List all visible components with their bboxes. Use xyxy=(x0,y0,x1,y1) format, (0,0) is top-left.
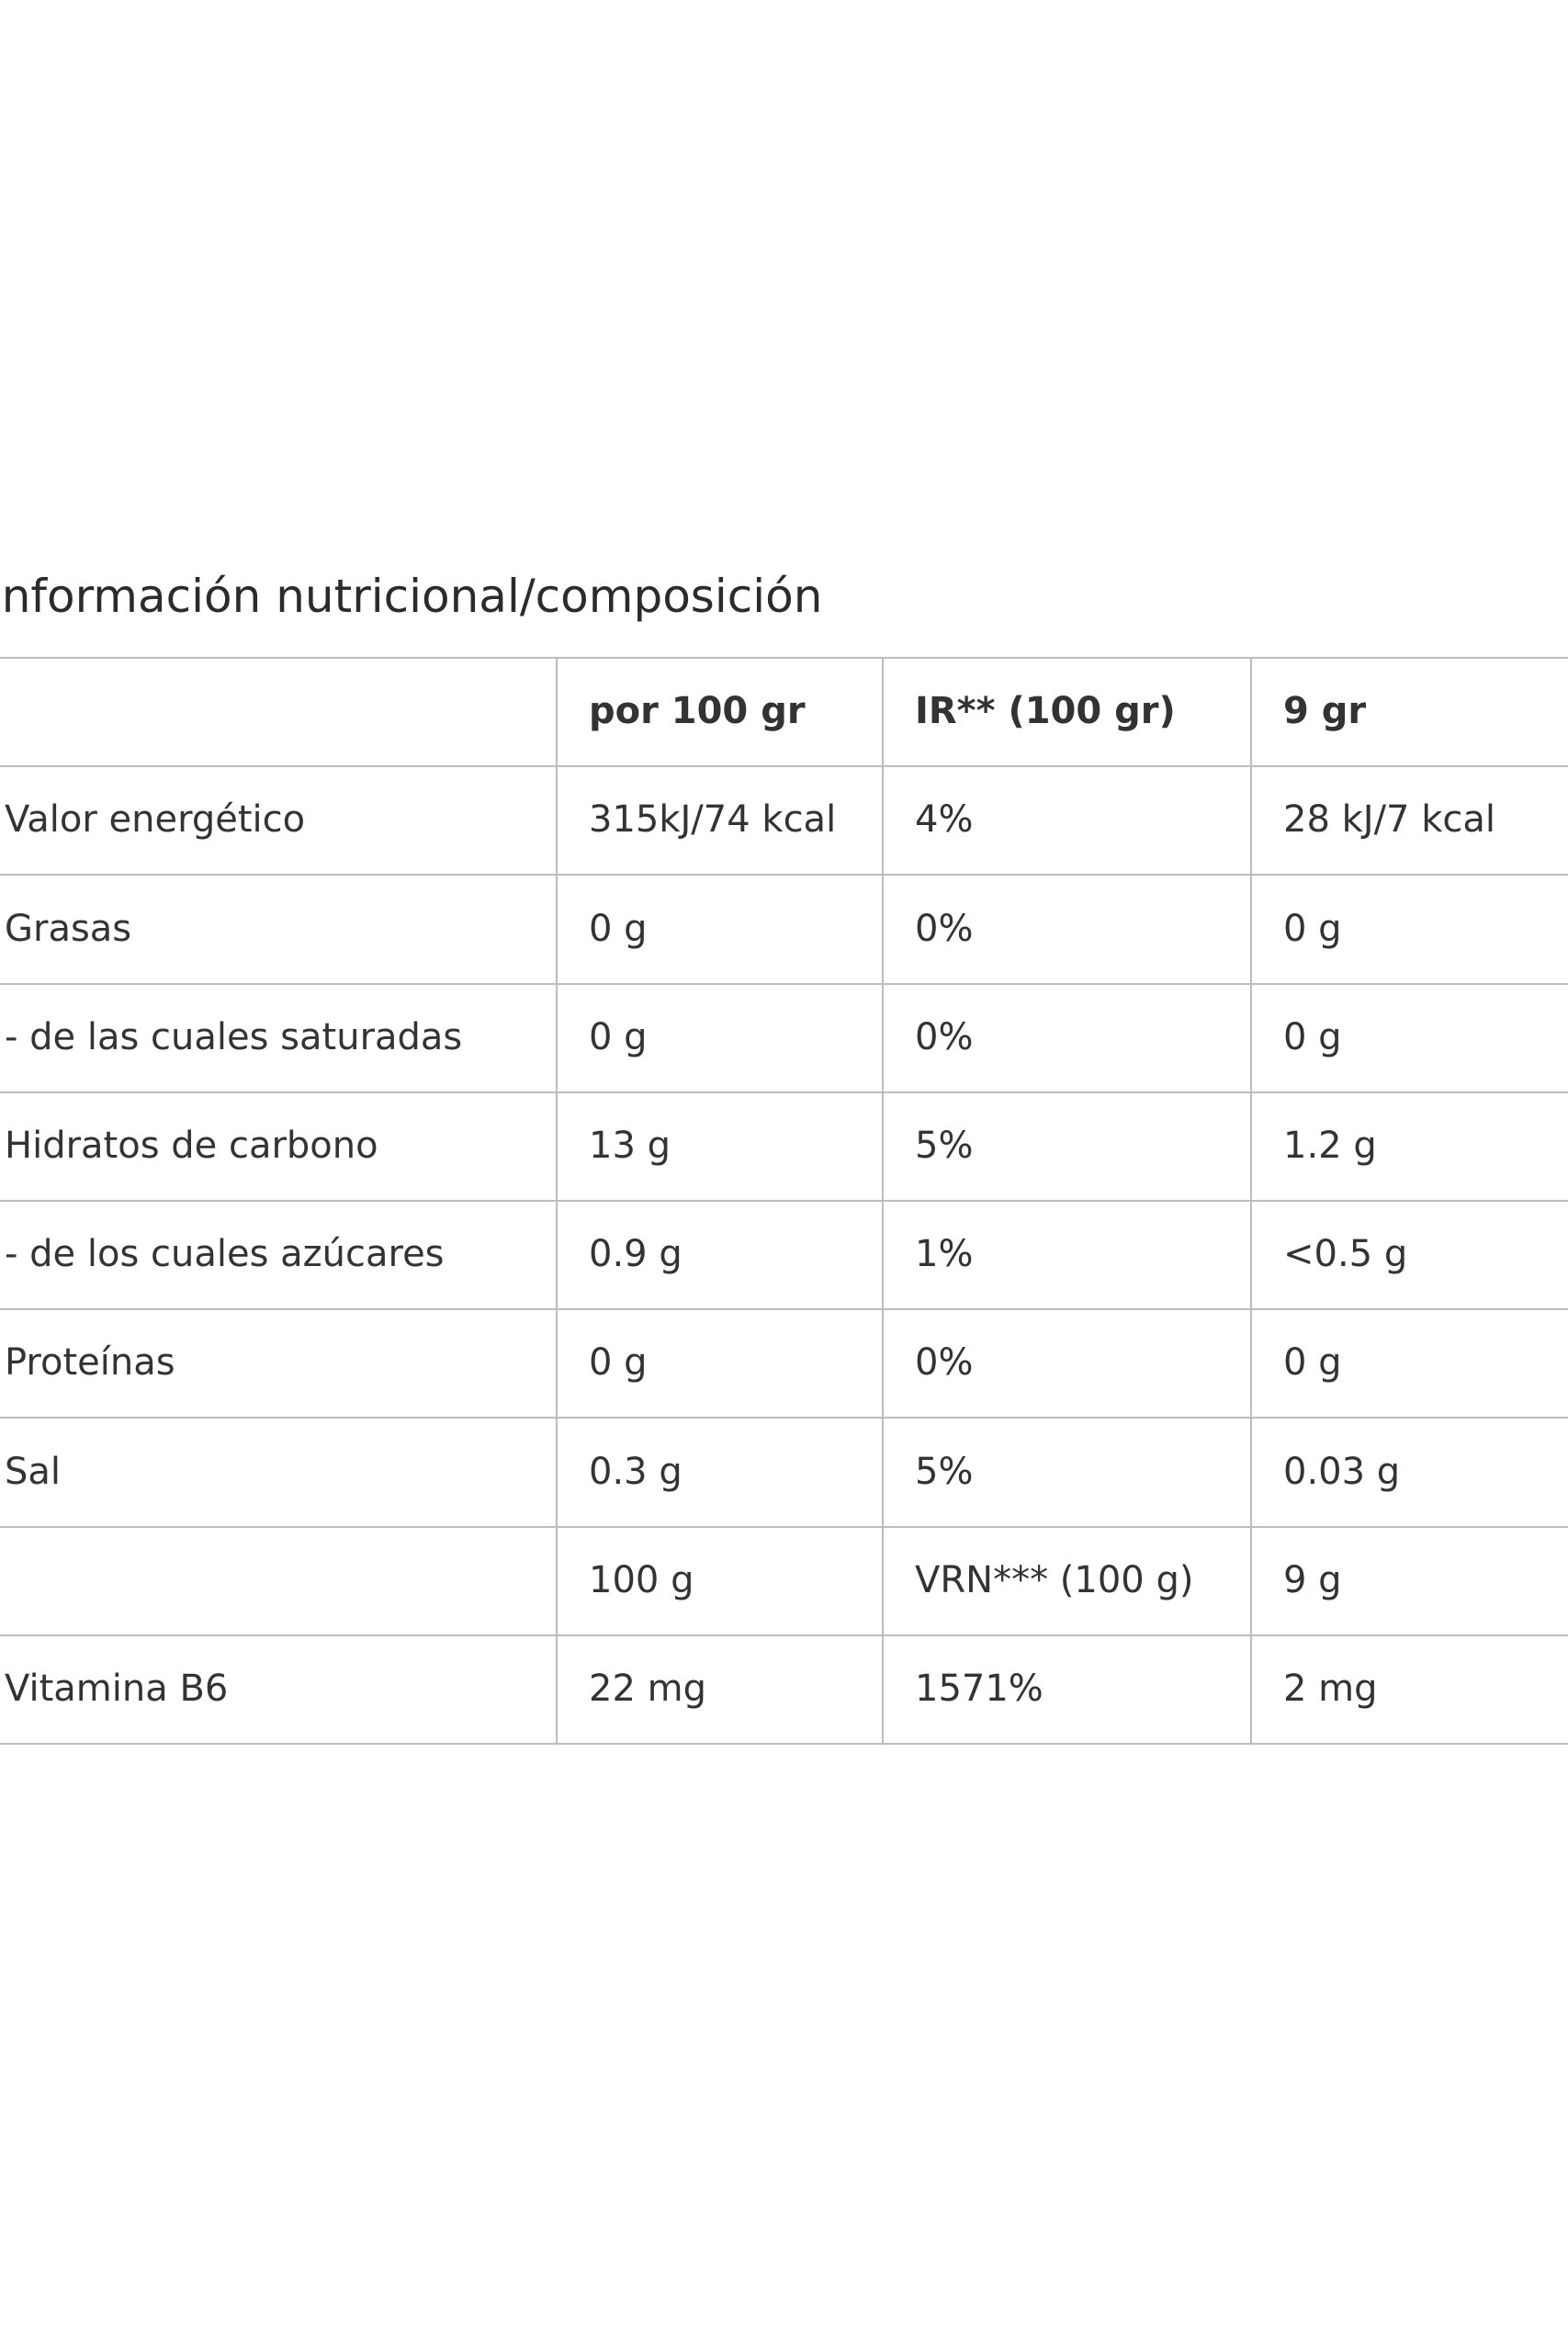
row-border xyxy=(0,1091,1568,1093)
cell: 4% xyxy=(915,798,974,842)
cell: 0.03 g xyxy=(1283,1450,1401,1493)
cell: 1% xyxy=(915,1233,974,1276)
header-cell: IR** (100 gr) xyxy=(915,690,1176,733)
cell: Hidratos de carbono xyxy=(5,1124,378,1167)
cell: 0% xyxy=(915,907,974,950)
column-border xyxy=(556,657,558,1743)
cell: VRN*** (100 g) xyxy=(915,1558,1194,1601)
cell: 0 g xyxy=(589,1341,648,1385)
header-cell: por 100 gr xyxy=(589,690,806,733)
cell: 2 mg xyxy=(1283,1667,1378,1710)
cell: 315kJ/74 kcal xyxy=(589,798,837,842)
cell: 0 g xyxy=(589,907,648,950)
row-border xyxy=(0,765,1568,768)
cell: 9 g xyxy=(1283,1558,1342,1601)
cell: 0 g xyxy=(1283,1015,1342,1058)
cell: 5% xyxy=(915,1124,974,1167)
cell: - de las cuales saturadas xyxy=(5,1015,463,1058)
cell: 0.3 g xyxy=(589,1450,682,1493)
column-border xyxy=(1250,657,1252,1743)
cell: 0 g xyxy=(1283,907,1342,950)
cell: 1571% xyxy=(915,1667,1043,1710)
row-border xyxy=(0,1417,1568,1419)
cell: 5% xyxy=(915,1450,974,1493)
column-border xyxy=(882,657,884,1743)
cell: 0.9 g xyxy=(589,1233,682,1276)
row-border xyxy=(0,1308,1568,1311)
cell: 0% xyxy=(915,1015,974,1058)
cell: <0.5 g xyxy=(1283,1233,1408,1276)
cell: 0 g xyxy=(1283,1341,1342,1385)
header-cell: 9 gr xyxy=(1283,690,1367,733)
row-border xyxy=(0,1525,1568,1528)
row-border xyxy=(0,982,1568,985)
cell: 13 g xyxy=(589,1124,671,1167)
row-border xyxy=(0,1634,1568,1636)
cell: 100 g xyxy=(589,1558,694,1601)
cell: Vitamina B6 xyxy=(5,1667,229,1710)
cell: Proteínas xyxy=(5,1341,175,1385)
row-border xyxy=(0,874,1568,876)
title: Información nutricional/composición xyxy=(0,570,823,623)
cell: 0 g xyxy=(589,1015,648,1058)
cell: 28 kJ/7 kcal xyxy=(1283,798,1495,842)
cell: Valor energético xyxy=(5,798,306,842)
row-border xyxy=(0,1200,1568,1202)
row-border xyxy=(0,1743,1568,1745)
cell: - de los cuales azúcares xyxy=(5,1233,445,1276)
cell: Grasas xyxy=(5,907,132,950)
cell: Sal xyxy=(5,1450,62,1493)
row-border xyxy=(0,657,1568,659)
cell: 0% xyxy=(915,1341,974,1385)
cell: 1.2 g xyxy=(1283,1124,1377,1167)
cell: 22 mg xyxy=(589,1667,706,1710)
